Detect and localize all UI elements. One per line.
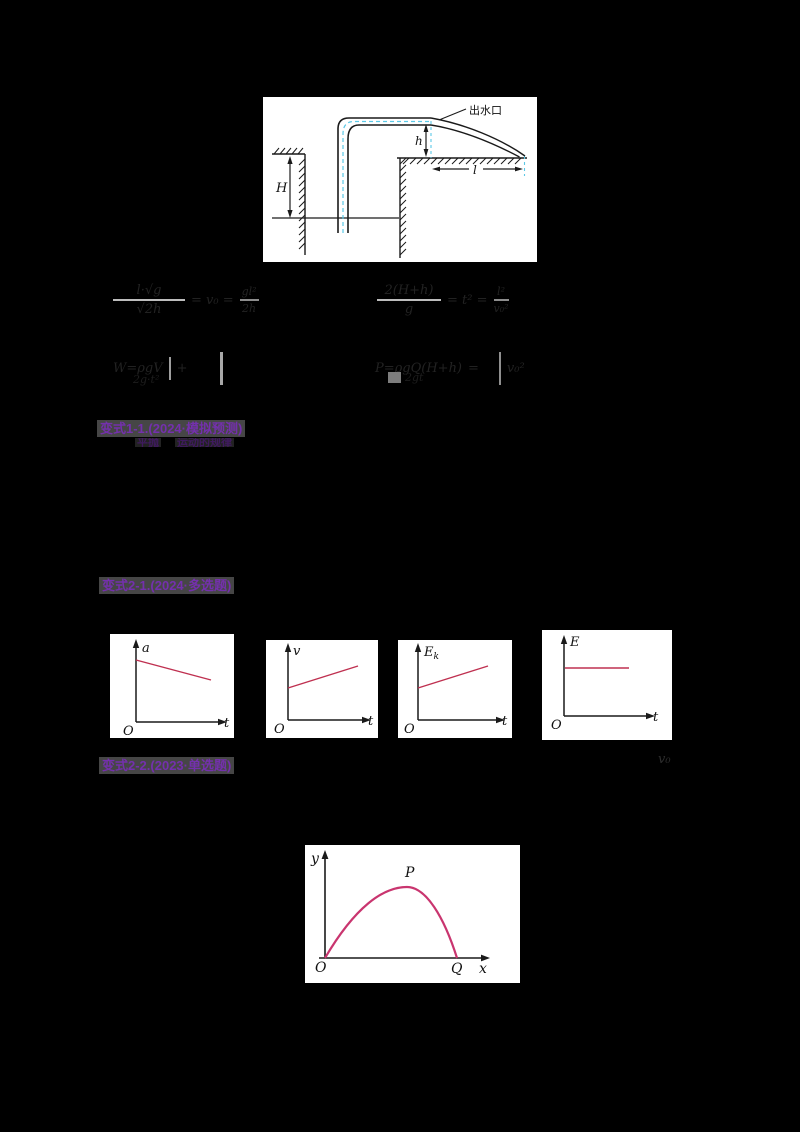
landing-label: Q	[451, 961, 463, 977]
fraction: l·√g √2h	[113, 283, 185, 317]
x-axis-arrow	[496, 716, 505, 724]
data-line-increasing	[287, 665, 359, 689]
trajectory-curve	[324, 885, 459, 959]
H-arrow-head-bottom	[287, 210, 293, 218]
well-wall-hatch	[399, 157, 407, 256]
thin-bar	[498, 352, 501, 385]
origin-label: O	[123, 724, 134, 738]
formula-row2-right-sub: 2gt	[388, 371, 423, 384]
fraction: 2(H+h) g	[377, 283, 441, 317]
axes	[287, 650, 364, 721]
heading-1: 变式1-1.(2024·模拟预测)	[97, 420, 246, 438]
height-label: h	[415, 134, 423, 148]
graph-ek-t-svg: Ek t O	[404, 643, 508, 737]
l-arrow-head-left	[432, 166, 440, 172]
h-arrow-head-bottom	[423, 149, 429, 157]
x-axis-label: t	[653, 710, 659, 725]
gray-box	[388, 372, 401, 383]
heading-2: 变式2-1.(2024·多选题)	[99, 577, 235, 595]
y-axis-label: a	[142, 641, 150, 656]
x-axis-arrow	[481, 954, 490, 962]
faint-v0-symbol: v₀	[658, 752, 671, 767]
peak-label: P	[404, 865, 415, 881]
heading-1-tag: 平抛	[135, 438, 161, 447]
graph-e-t-svg: E t O	[551, 635, 659, 733]
pipe-dashed-centerline	[342, 120, 431, 233]
graph-ek-t: Ek t O	[398, 640, 512, 738]
formula-row2-left: W=ρgV +	[113, 352, 223, 385]
heading-1-text: 变式1-1.(2024·模拟预测)	[97, 420, 246, 437]
depth-label: H	[275, 181, 288, 196]
formula-row2-left-sub: 2g·t²	[133, 373, 160, 386]
axes	[563, 642, 648, 717]
y-axis-arrow	[132, 639, 140, 648]
data-line-decreasing	[135, 659, 212, 681]
x-axis-label: t	[224, 716, 230, 731]
x-axis-arrow	[646, 712, 655, 720]
x-axis-label: t	[502, 714, 508, 729]
graph-v-t: v t O	[266, 640, 378, 738]
x-axis-label: t	[368, 714, 374, 729]
origin-label: O	[551, 718, 562, 733]
y-axis-arrow	[560, 635, 568, 644]
H-arrow-head-top	[287, 156, 293, 164]
axes	[135, 646, 220, 723]
y-axis-arrow	[414, 643, 422, 652]
l-arrow-head-right	[515, 166, 523, 172]
water-outlet-diagram: H h l 出水口	[263, 97, 537, 262]
trajectory-graph-svg: y O P Q x	[310, 850, 490, 977]
pipe-outer-wall	[337, 117, 431, 233]
graph-v-t-svg: v t O	[274, 643, 374, 737]
x-axis-label: x	[479, 961, 487, 977]
heading-1-tag: 运动的规律	[175, 438, 234, 447]
x-axis-arrow	[362, 716, 371, 724]
pipe-inner-wall	[347, 124, 431, 233]
y-axis-label: y	[310, 851, 320, 867]
right-ground-hatch	[402, 157, 522, 165]
water-jet-upper-curve	[430, 117, 526, 157]
y-axis-label: Ek	[423, 645, 439, 662]
y-axis-label: v	[293, 644, 301, 659]
origin-label: O	[274, 722, 285, 737]
heading-2-text: 变式2-1.(2024·多选题)	[99, 577, 235, 594]
heading-3-text: 变式2-2.(2023·单选题)	[99, 757, 235, 774]
data-line-increasing	[417, 665, 489, 689]
graph-e-t: E t O	[542, 630, 672, 740]
formula-row1-left: l·√g √2h = v₀ = gl² 2h	[113, 283, 259, 317]
y-axis-label: E	[569, 635, 580, 650]
bracket-bar	[219, 352, 223, 385]
outlet-leader-line	[438, 108, 467, 121]
y-axis-arrow	[284, 643, 292, 652]
range-label: l	[473, 163, 477, 177]
origin-label: O	[315, 960, 327, 976]
trajectory-graph: y O P Q x	[305, 845, 520, 983]
axes	[319, 857, 483, 959]
graph-a-t-svg: a t O	[123, 639, 230, 739]
x-axis-arrow	[218, 718, 227, 726]
small-fraction: gl² 2h	[239, 285, 259, 315]
left-wall-hatch	[298, 158, 306, 250]
water-outlet-diagram-svg: H h l 出水口	[272, 103, 527, 258]
formula-row1-right: 2(H+h) g = t² = l² v₀²	[377, 283, 509, 317]
outlet-label: 出水口	[469, 103, 502, 117]
bracket-bar	[168, 357, 171, 380]
small-fraction: l² v₀²	[493, 285, 509, 315]
graph-a-t: a t O	[110, 634, 234, 739]
water-jet-lower-curve	[430, 124, 520, 158]
heading-3: 变式2-2.(2023·单选题)	[99, 757, 235, 775]
left-ground-hatch	[273, 147, 304, 155]
heading-1-tags: 平抛 运动的规律	[135, 438, 234, 447]
origin-label: O	[404, 722, 415, 737]
h-arrow-head-top	[423, 124, 429, 132]
axes	[417, 650, 498, 721]
y-axis-arrow	[321, 850, 329, 859]
